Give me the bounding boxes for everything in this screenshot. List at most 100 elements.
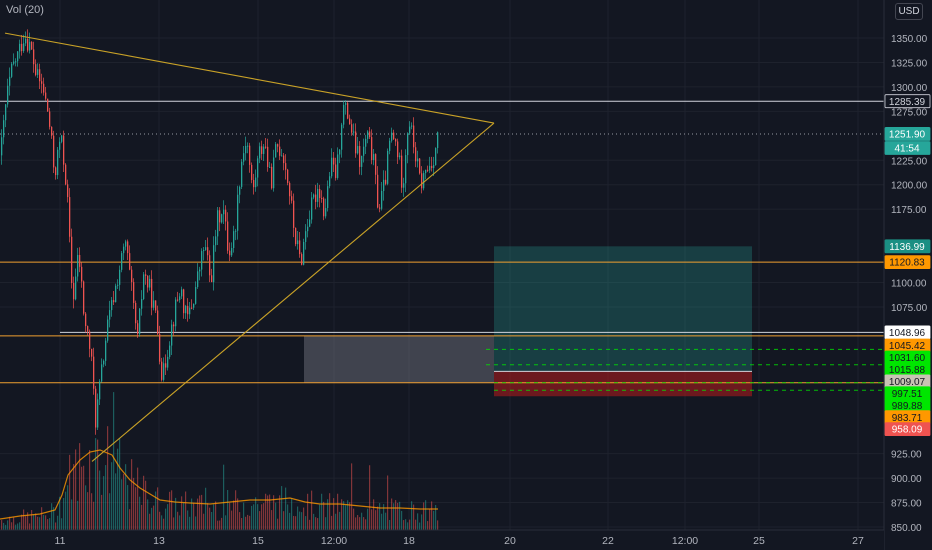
volume-bar	[361, 512, 363, 530]
volume-bar	[235, 490, 237, 530]
volume-bar	[85, 485, 87, 530]
volume-bar	[245, 516, 247, 530]
volume-bar	[311, 490, 313, 530]
volume-bar	[187, 510, 189, 530]
volume-bar	[59, 496, 61, 530]
candle-body	[385, 179, 387, 184]
volume-indicator-label[interactable]: Vol (20)	[6, 4, 44, 16]
volume-bar	[145, 480, 147, 530]
time-axis-bg	[0, 530, 884, 550]
volume-bar	[291, 498, 293, 530]
candle-body	[155, 300, 157, 311]
volume-bar	[273, 495, 275, 530]
volume-bar	[321, 493, 323, 530]
volume-bar	[189, 516, 191, 530]
candle-body	[71, 236, 73, 284]
volume-bar	[285, 487, 287, 530]
time-axis[interactable]: 11 13 15 12:00 18 20 22 12:00 25 27	[0, 529, 884, 550]
volume-bar	[425, 500, 427, 530]
volume-bar	[261, 504, 263, 530]
volume-bar	[393, 503, 395, 530]
horizontal-lines	[0, 100, 884, 391]
candle-body	[49, 111, 51, 127]
candle-body	[55, 167, 57, 176]
currency-badge[interactable]: USD	[895, 3, 923, 20]
volume-bar	[73, 464, 75, 530]
candle-body	[229, 250, 231, 256]
candle-body	[383, 179, 385, 191]
volume-bar	[313, 513, 315, 530]
candle-body	[69, 197, 71, 237]
candle-body	[87, 326, 89, 332]
candle-body	[39, 69, 41, 82]
candle-body	[299, 240, 301, 255]
price-axis[interactable]: 850.00 875.00 900.00 925.00 1075.00 1100.00 11…	[883, 0, 932, 550]
candle-body	[159, 333, 161, 362]
price-label: 1120.83	[889, 258, 925, 269]
candle-body	[309, 219, 311, 227]
volume-bar	[53, 507, 55, 530]
volume-bar	[339, 511, 341, 530]
volume-bar	[399, 501, 401, 530]
volume-bar	[17, 523, 19, 530]
volume-bar	[69, 454, 71, 530]
candle-body	[255, 177, 257, 188]
candle-body	[407, 133, 409, 156]
volume-bar	[193, 502, 195, 530]
volume-bar	[375, 510, 377, 530]
volume-bar	[319, 504, 321, 530]
volume-bar	[417, 513, 419, 530]
volume-bar	[325, 517, 327, 530]
price-tick-label: 1325.00	[891, 58, 928, 69]
price-label: 1009.07	[889, 377, 926, 388]
price-label: 1136.99	[889, 242, 925, 253]
candle-body	[287, 169, 289, 183]
volume-bars	[1, 392, 439, 530]
candle-body	[17, 51, 19, 62]
candle-body	[233, 231, 235, 249]
volume-bar	[353, 508, 355, 530]
volume-bar	[11, 522, 13, 530]
volume-bar	[125, 464, 127, 530]
candle-body	[105, 340, 107, 361]
time-tick-label: 18	[403, 535, 415, 547]
price-tick-label: 900.00	[891, 474, 922, 485]
candle-body	[301, 254, 303, 265]
volume-bar	[79, 443, 81, 530]
candle-body	[123, 246, 125, 254]
volume-bar	[97, 439, 99, 530]
volume-bar	[409, 519, 411, 530]
volume-bar	[49, 518, 51, 530]
volume-bar	[39, 517, 41, 530]
candle-body	[357, 146, 359, 154]
trendline	[91, 122, 495, 462]
volume-bar	[269, 494, 271, 530]
candle-body	[81, 266, 83, 282]
time-tick-label: 25	[753, 535, 765, 547]
candle-body	[193, 303, 195, 308]
candle-body	[249, 145, 251, 165]
volume-bar	[363, 517, 365, 530]
volume-bar	[65, 491, 67, 530]
time-tick-label: 12:00	[672, 535, 698, 547]
candle-body	[277, 144, 279, 147]
price-label: 989.88	[892, 401, 923, 412]
candle-body	[151, 278, 153, 308]
candle-body	[121, 253, 123, 270]
candle-body	[313, 194, 315, 198]
candle-body	[139, 308, 141, 335]
volume-bar	[385, 512, 387, 530]
volume-bar	[209, 507, 211, 530]
candle-body	[203, 249, 205, 252]
candle-body	[33, 49, 35, 65]
volume-bar	[37, 516, 39, 530]
candle-body	[167, 356, 169, 368]
volume-bar	[333, 498, 335, 530]
candle-body	[279, 146, 281, 156]
volume-bar	[433, 510, 435, 530]
volume-bar	[25, 516, 27, 530]
candle-body	[401, 155, 403, 188]
candle-body	[305, 231, 307, 242]
time-tick-label: 12:00	[321, 535, 347, 547]
